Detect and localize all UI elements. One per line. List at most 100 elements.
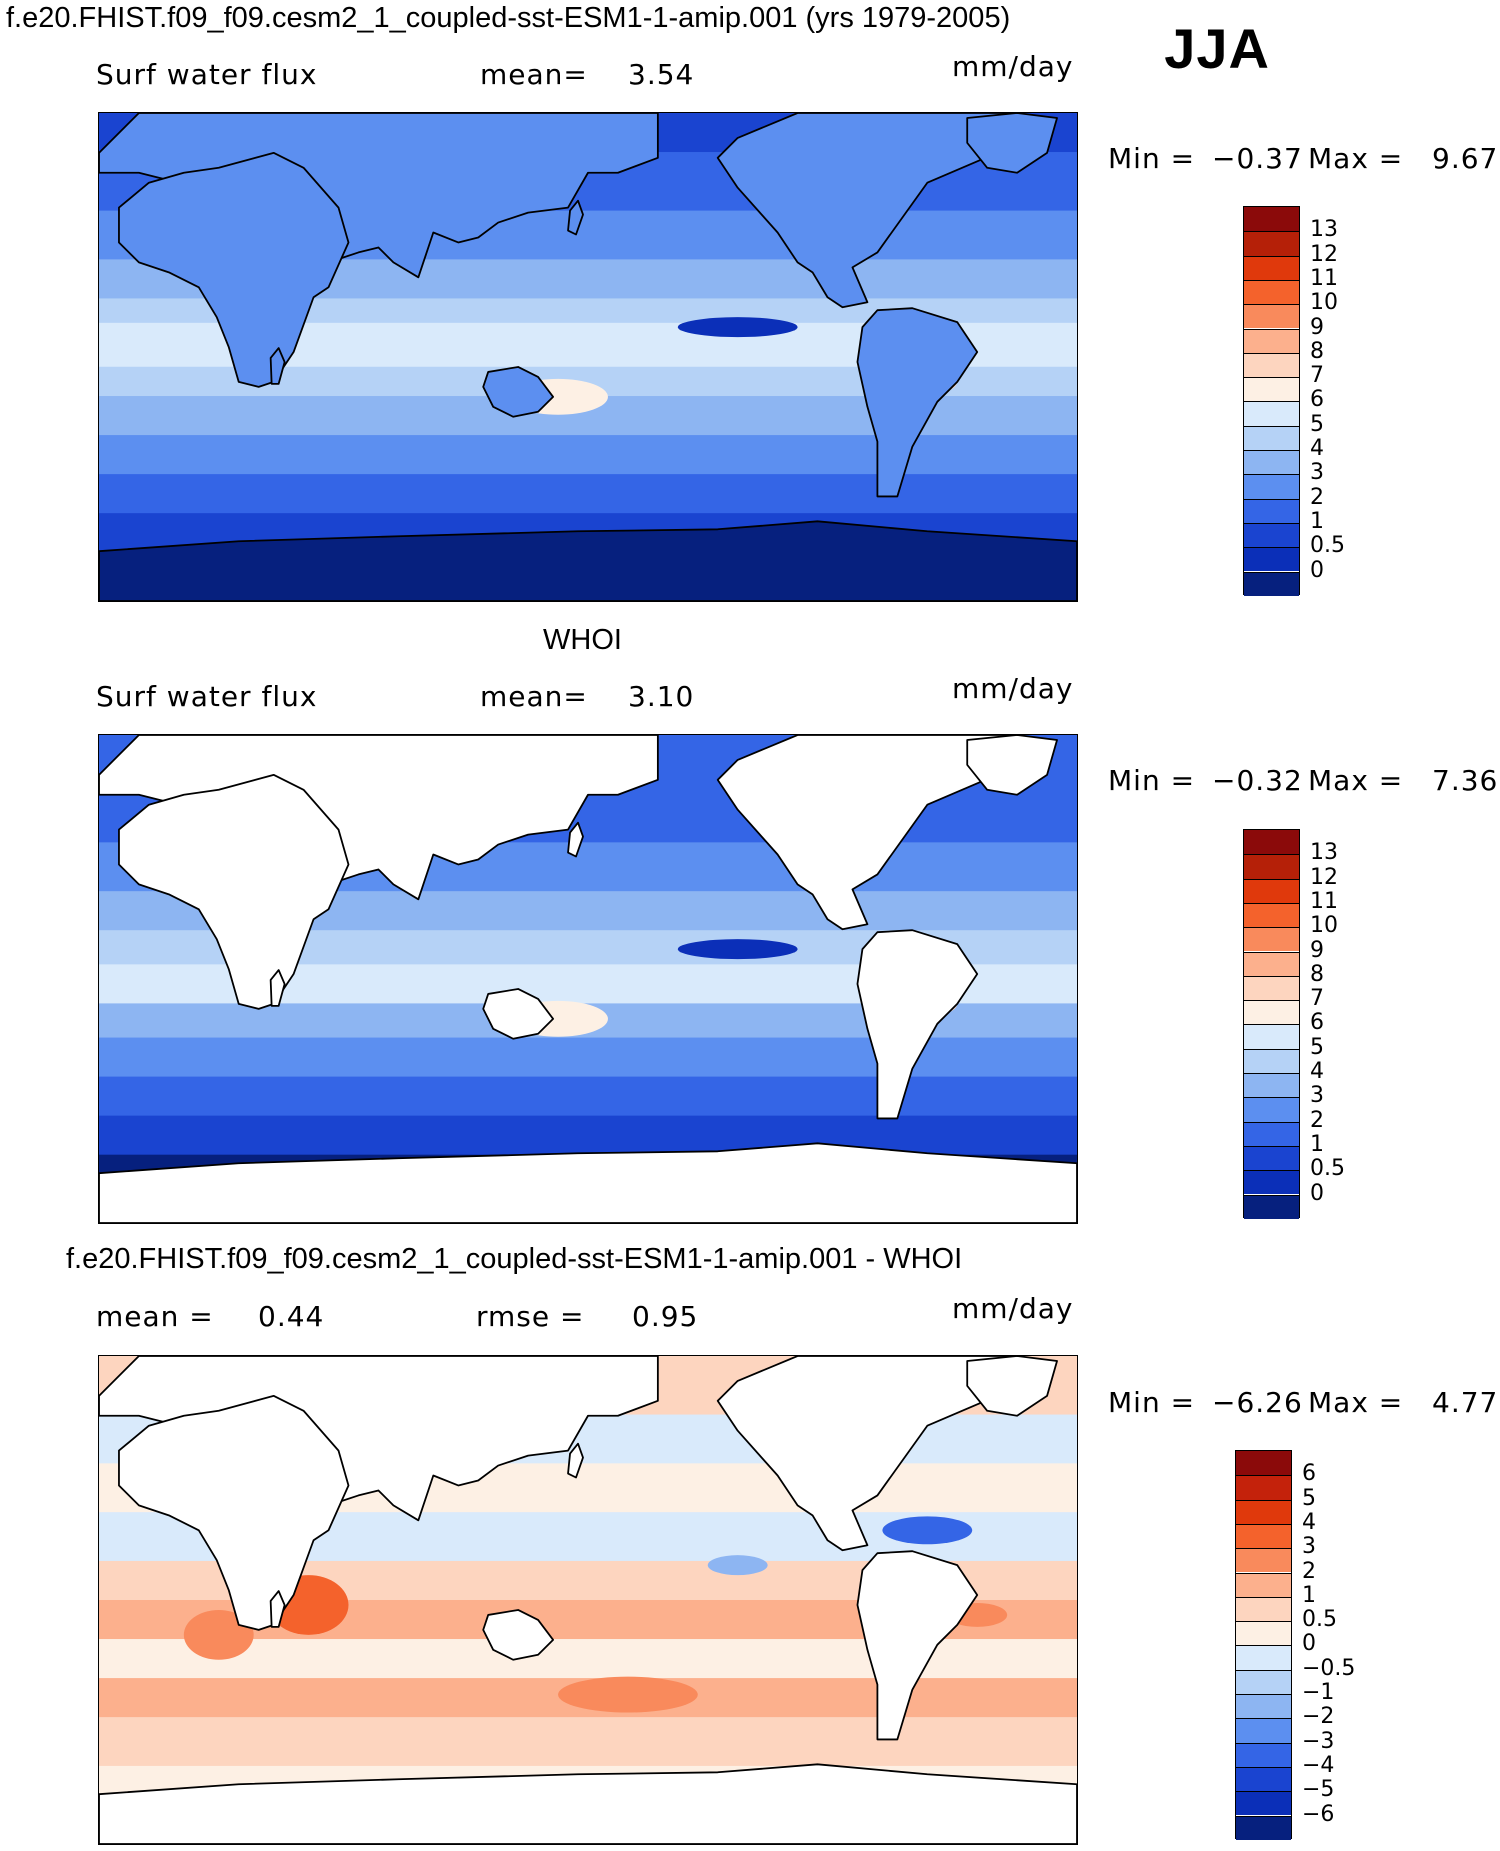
colorbar-swatch [1244,425,1299,450]
field-band [99,474,1077,515]
colorbar-tick-label: 13 [1310,217,1338,243]
colorbar-tick-label: 4 [1302,1509,1316,1535]
colorbar-swatch [1236,1694,1291,1719]
colorbar-swatch [1236,1645,1291,1670]
field-band [99,1037,1077,1078]
colorbar-tick-label: 3 [1302,1534,1316,1560]
coastline-africa [118,1394,350,1631]
colorbar-swatch [1244,878,1299,903]
max-value: 4.77 [1432,1386,1499,1419]
stat1-label: mean= [480,680,588,713]
colorbar-swatch [1244,1000,1299,1025]
coastline-africa [118,151,350,388]
colorbar-tick-label: 5 [1310,1034,1324,1060]
field-band [99,1076,1077,1117]
coastline-southamerica [856,307,979,498]
colorbar-tick-label: 11 [1310,888,1338,914]
min-value: −6.26 [1212,1386,1303,1419]
field-band [99,1717,1077,1767]
max-label: Max = [1308,764,1404,797]
colorbar-swatch [1244,1024,1299,1049]
map-obs [98,734,1078,1224]
units-label: mm/day [952,1292,1074,1325]
stat2-value: 0.95 [632,1300,699,1333]
colorbar-swatch [1244,854,1299,879]
max-value: 9.67 [1432,142,1499,175]
colorbar-swatch [1244,522,1299,548]
field-anomaly [882,1516,973,1545]
colorbar-swatch [1236,1766,1291,1792]
colorbar-tick-label: −0.5 [1302,1655,1356,1681]
colorbar-tick-label: 2 [1302,1558,1316,1584]
colorbar-swatch [1244,1145,1299,1171]
coastline-madagascar [269,347,286,385]
colorbar-tick-label: 0 [1302,1631,1316,1657]
panel-title: f.e20.FHIST.f09_f09.cesm2_1_coupled-sst-… [66,1243,963,1275]
colorbar-swatch [1236,1596,1291,1622]
colorbar-swatch [1244,927,1299,952]
coastline-australia [482,988,554,1040]
colorbar-tick-label: 12 [1310,864,1338,890]
min-label: Min = [1108,764,1196,797]
colorbar-tick-label: 9 [1310,937,1324,963]
panel-title: WHOI [543,624,622,656]
stat1-value: 3.10 [628,680,695,713]
colorbar-tick-label: 9 [1310,314,1324,340]
colorbar-tick-label: 5 [1310,411,1324,437]
colorbar-swatch [1236,1621,1291,1646]
colorbar-tick-label: 0 [1310,1180,1324,1206]
colorbar-tick-label: 6 [1310,387,1324,413]
colorbar-swatch [1244,830,1299,855]
colorbar-swatch [1236,1791,1291,1816]
colorbar-swatch [1244,1048,1299,1073]
field-band [99,435,1077,476]
max-label: Max = [1308,142,1404,175]
colorbar-swatch [1244,231,1299,256]
map-diff [98,1355,1078,1845]
colorbar-swatch [1236,1548,1291,1573]
coastline-japan [567,199,584,236]
colorbar-swatch [1244,450,1299,475]
colorbar-swatch [1236,1572,1291,1597]
colorbar-tick-label: −5 [1302,1777,1335,1803]
colorbar-swatch [1244,1097,1299,1122]
variable-label: Surf water flux [96,680,318,713]
coastline-japan [567,821,584,858]
colorbar-swatch [1236,1499,1291,1524]
colorbar-tick-label: −2 [1302,1704,1335,1730]
units-label: mm/day [952,50,1074,83]
field-anomaly [183,1609,254,1660]
max-label: Max = [1308,1386,1404,1419]
colorbar-swatch [1244,951,1299,976]
coastline-japan [567,1442,584,1479]
colorbar [1235,1450,1292,1840]
coastline-madagascar [269,969,286,1007]
stat1-value: 0.44 [258,1300,325,1333]
colorbar-tick-label: 1 [1302,1582,1316,1608]
colorbar-tick-label: 6 [1302,1461,1316,1487]
stat1-label: mean= [480,58,588,91]
stat1-label: mean = [96,1300,214,1333]
colorbar-swatch [1244,328,1299,353]
colorbar-swatch [1244,207,1299,232]
colorbar-tick-label: 10 [1310,913,1338,939]
colorbar-swatch [1244,401,1299,426]
colorbar-tick-label: 0.5 [1302,1607,1337,1633]
colorbar-swatch [1244,975,1299,1001]
colorbar-swatch [1244,571,1299,596]
colorbar-tick-label: 0.5 [1310,1156,1345,1182]
min-value: −0.32 [1212,764,1303,797]
coastline-greenland [966,735,1058,796]
coastline-australia [482,366,554,418]
colorbar-swatch [1236,1718,1291,1743]
field-anomaly [707,1555,768,1576]
coastline-madagascar [269,1590,286,1628]
colorbar-swatch [1236,1742,1291,1767]
colorbar-swatch [1236,1523,1291,1549]
colorbar-tick-label: 1 [1310,1131,1324,1157]
variable-label: Surf water flux [96,58,318,91]
colorbar-tick-label: 12 [1310,241,1338,267]
coastline-southamerica [856,1550,979,1741]
colorbar-swatch [1244,498,1299,523]
colorbar-tick-label: 4 [1310,1059,1324,1084]
